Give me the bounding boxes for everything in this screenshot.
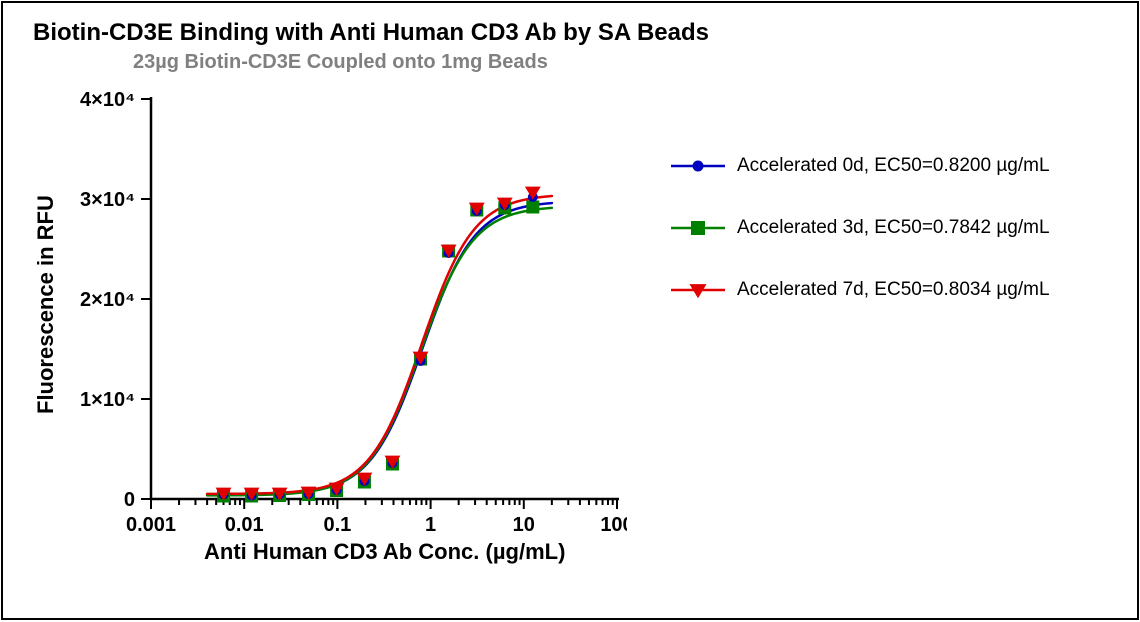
- svg-text:1×10⁴: 1×10⁴: [80, 389, 135, 411]
- legend-item: Accelerated 3d, EC50=0.7842 µg/mL: [669, 217, 1050, 239]
- legend-label: Accelerated 0d, EC50=0.8200 µg/mL: [737, 155, 1050, 177]
- chart-title: Biotin-CD3E Binding with Anti Human CD3 …: [33, 19, 709, 47]
- svg-text:3×10⁴: 3×10⁴: [80, 189, 135, 211]
- legend-item: Accelerated 0d, EC50=0.8200 µg/mL: [669, 155, 1050, 177]
- legend: Accelerated 0d, EC50=0.8200 µg/mL Acceler…: [669, 155, 1050, 341]
- chart-frame: Biotin-CD3E Binding with Anti Human CD3 …: [1, 1, 1139, 620]
- svg-text:1: 1: [425, 514, 436, 536]
- svg-text:0.01: 0.01: [225, 514, 264, 536]
- legend-item: Accelerated 7d, EC50=0.8034 µg/mL: [669, 279, 1050, 301]
- legend-label: Accelerated 3d, EC50=0.7842 µg/mL: [737, 217, 1050, 239]
- svg-text:100: 100: [600, 514, 627, 536]
- svg-text:2×10⁴: 2×10⁴: [80, 289, 135, 311]
- legend-swatch: [669, 280, 727, 300]
- legend-swatch: [669, 218, 727, 238]
- svg-text:10: 10: [513, 514, 535, 536]
- plot-svg: 0.001 0.01 0.1 1 10 100 0 1×10⁴ 2×10⁴ 3×10⁴ 4×10⁴: [51, 89, 627, 559]
- svg-text:4×10⁴: 4×10⁴: [80, 89, 135, 111]
- svg-text:0.1: 0.1: [323, 514, 351, 536]
- title-block: Biotin-CD3E Binding with Anti Human CD3 …: [33, 19, 709, 74]
- svg-text:0.001: 0.001: [126, 514, 176, 536]
- legend-swatch: [669, 156, 727, 176]
- legend-label: Accelerated 7d, EC50=0.8034 µg/mL: [737, 279, 1050, 301]
- plot-area: 0.001 0.01 0.1 1 10 100 0 1×10⁴ 2×10⁴ 3×10⁴ 4×10⁴: [51, 89, 627, 559]
- svg-text:0: 0: [124, 489, 135, 511]
- chart-subtitle: 23µg Biotin-CD3E Coupled onto 1mg Beads: [133, 51, 709, 74]
